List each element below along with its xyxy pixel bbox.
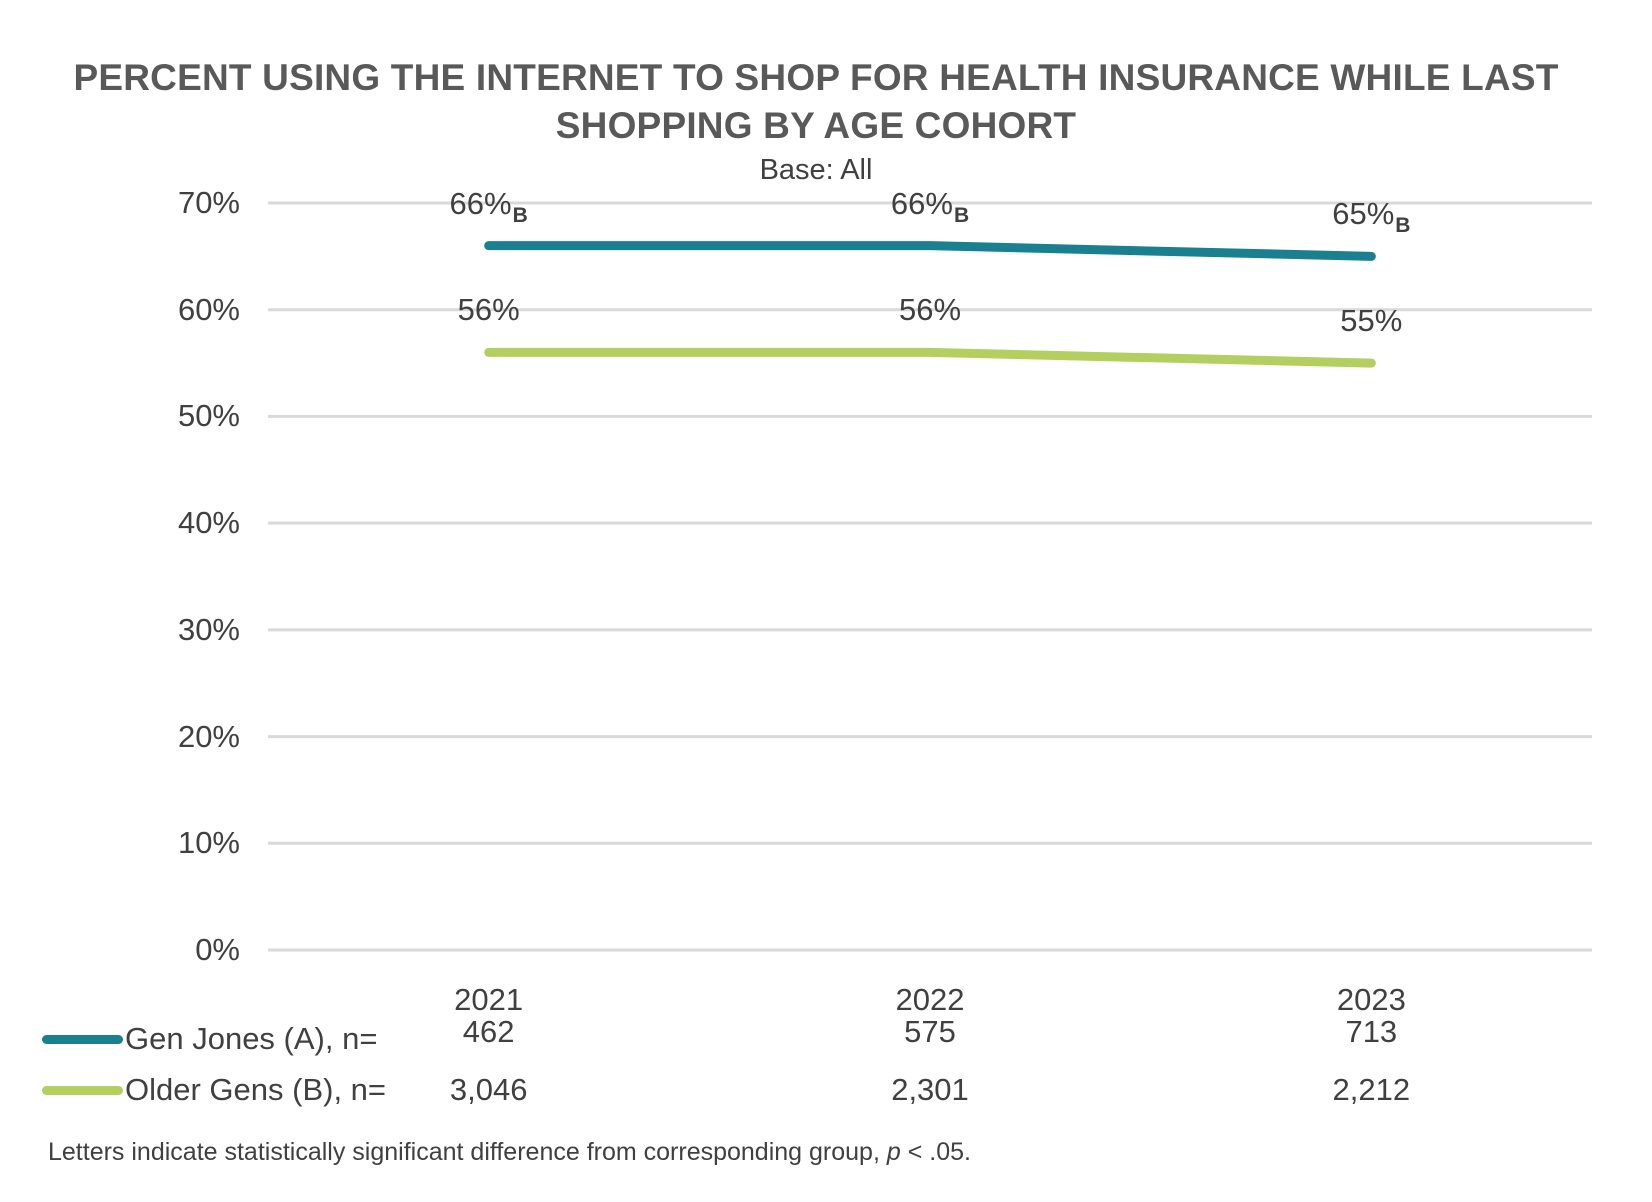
point-label: 66%B: [890, 185, 970, 227]
point-label: 65%B: [1332, 196, 1411, 238]
point-label: 55%: [1340, 303, 1403, 339]
significance-letter: B: [953, 203, 970, 227]
series-line-1: [484, 347, 1376, 368]
footnote-suffix: < .05.: [900, 1138, 971, 1166]
x-category-label: 2022: [895, 982, 965, 1017]
legend-label-gen-jones: Gen Jones (A), n=: [125, 1021, 378, 1056]
point-label: 56%: [898, 292, 962, 328]
significance-letter: B: [1395, 214, 1411, 238]
n-value: 3,046: [449, 1072, 528, 1107]
y-tick-label: 40%: [177, 505, 240, 541]
footnote: Letters indicate statistically significa…: [48, 1136, 971, 1168]
x-category-label: 2023: [1336, 982, 1406, 1017]
n-value: 462: [462, 1014, 515, 1049]
legend-item-gen-jones: Gen Jones (A), n=: [42, 1021, 377, 1057]
n-value: 575: [904, 1014, 956, 1049]
footnote-p: p: [886, 1138, 901, 1166]
significance-letter: B: [512, 203, 528, 227]
y-tick-label: 60%: [177, 291, 240, 327]
n-value: 713: [1345, 1014, 1398, 1049]
n-value: 2,212: [1332, 1072, 1411, 1107]
legend-item-older-gens: Older Gens (B), n=: [42, 1072, 386, 1108]
n-value: 2,301: [891, 1072, 969, 1107]
chart-header: PERCENT USING THE INTERNET TO SHOP FOR H…: [40, 54, 1592, 188]
y-tick-label: 10%: [177, 825, 240, 861]
footnote-prefix: Letters indicate statistically significa…: [48, 1138, 887, 1166]
point-label: 66%B: [449, 185, 528, 227]
gen-jones-line-swatch: [42, 1034, 123, 1044]
chart-title-line-2: SHOPPING BY AGE COHORT: [555, 105, 1077, 146]
y-tick-label: 70%: [177, 185, 240, 220]
series-line-0: [484, 241, 1376, 261]
y-tick-label: 30%: [177, 611, 240, 647]
point-label: 56%: [457, 292, 520, 328]
y-tick-label: 20%: [177, 718, 240, 754]
legend-label-older-gens: Older Gens (B), n=: [125, 1072, 387, 1107]
older-gens-line-swatch: [42, 1085, 123, 1095]
x-category-label: 2021: [454, 982, 524, 1017]
y-tick-label: 0%: [195, 932, 240, 967]
chart-subtitle: Base: All: [759, 154, 873, 186]
chart-title-line-1: PERCENT USING THE INTERNET TO SHOP FOR H…: [73, 57, 1559, 98]
y-tick-label: 50%: [177, 398, 240, 434]
